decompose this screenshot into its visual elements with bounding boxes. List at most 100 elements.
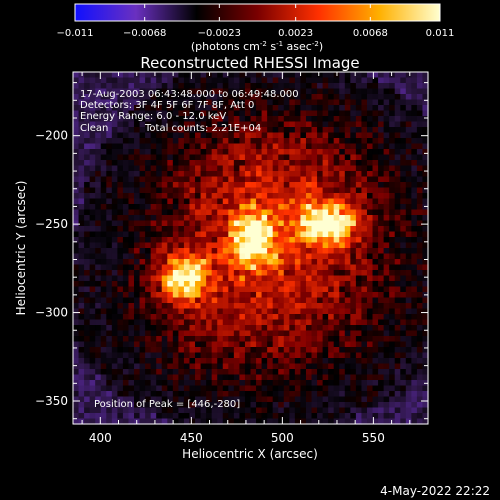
- heatmap-cell: [167, 94, 174, 101]
- heatmap-cell: [339, 182, 346, 189]
- heatmap-cell: [400, 352, 407, 359]
- heatmap-cell: [278, 99, 285, 106]
- heatmap-cell: [150, 270, 157, 277]
- heatmap-cell: [400, 204, 407, 211]
- heatmap-cell: [250, 138, 257, 145]
- heatmap-cell: [222, 187, 229, 194]
- heatmap-cell: [134, 270, 141, 277]
- heatmap-cell: [172, 303, 179, 310]
- heatmap-cell: [172, 314, 179, 321]
- heatmap-cell: [289, 215, 296, 222]
- heatmap-cell: [211, 402, 218, 409]
- heatmap-cell: [117, 330, 124, 337]
- heatmap-cell: [117, 72, 124, 79]
- heatmap-cell: [378, 303, 385, 310]
- heatmap-cell: [161, 72, 168, 79]
- heatmap-cell: [178, 275, 185, 282]
- heatmap-cell: [178, 121, 185, 128]
- heatmap-cell: [233, 143, 241, 150]
- heatmap-cell: [422, 391, 429, 398]
- heatmap-cell: [84, 220, 91, 227]
- heatmap-cell: [89, 369, 96, 376]
- heatmap-cell: [134, 391, 141, 398]
- heatmap-cell: [95, 231, 102, 238]
- heatmap-cell: [117, 198, 124, 205]
- heatmap-cell: [355, 292, 363, 299]
- heatmap-cell: [389, 154, 396, 161]
- heatmap-cell: [400, 314, 407, 321]
- heatmap-cell: [183, 138, 191, 145]
- heatmap-cell: [73, 127, 80, 134]
- heatmap-cell: [405, 292, 412, 299]
- heatmap-cell: [272, 116, 279, 123]
- heatmap-cell: [366, 413, 374, 420]
- heatmap-cell: [267, 259, 274, 266]
- heatmap-cell: [167, 319, 174, 326]
- heatmap-cell: [394, 176, 401, 183]
- heatmap-cell: [228, 281, 235, 288]
- heatmap-cell: [355, 253, 363, 260]
- heatmap-cell: [411, 72, 418, 79]
- heatmap-cell: [122, 297, 130, 304]
- heatmap-cell: [400, 413, 407, 420]
- heatmap-cell: [317, 347, 324, 354]
- heatmap-cell: [272, 220, 279, 227]
- heatmap-cell: [239, 385, 246, 392]
- heatmap-cell: [150, 248, 157, 255]
- heatmap-cell: [317, 231, 324, 238]
- heatmap-cell: [250, 391, 257, 398]
- heatmap-cell: [333, 402, 340, 409]
- heatmap-cell: [400, 402, 407, 409]
- heatmap-cell: [111, 83, 118, 90]
- heatmap-cell: [128, 413, 135, 420]
- heatmap-cell: [400, 385, 407, 392]
- heatmap-cell: [84, 149, 91, 156]
- heatmap-cell: [211, 193, 218, 200]
- heatmap-cell: [278, 88, 285, 95]
- heatmap-cell: [294, 176, 302, 183]
- heatmap-cell: [378, 138, 385, 145]
- heatmap-cell: [339, 264, 346, 271]
- heatmap-cell: [256, 138, 263, 145]
- heatmap-cell: [311, 330, 318, 337]
- heatmap-cell: [195, 154, 202, 161]
- heatmap-cell: [95, 209, 102, 216]
- heatmap-cell: [222, 154, 229, 161]
- heatmap-cell: [333, 275, 340, 282]
- heatmap-cell: [294, 77, 302, 84]
- heatmap-cell: [134, 380, 141, 387]
- heatmap-cell: [394, 374, 401, 381]
- heatmap-cell: [333, 127, 340, 134]
- heatmap-cell: [239, 292, 246, 299]
- heatmap-cell: [161, 121, 168, 128]
- heatmap-cell: [139, 248, 146, 255]
- heatmap-cell: [128, 143, 135, 150]
- heatmap-cell: [305, 374, 313, 381]
- heatmap-cell: [350, 341, 357, 348]
- heatmap-cell: [328, 314, 335, 321]
- heatmap-cell: [339, 275, 346, 282]
- heatmap-cell: [267, 347, 274, 354]
- heatmap-cell: [167, 242, 174, 249]
- heatmap-cell: [100, 204, 107, 211]
- heatmap-cell: [383, 198, 390, 205]
- heatmap-cell: [333, 160, 340, 167]
- heatmap-cell: [183, 369, 191, 376]
- heatmap-cell: [211, 116, 218, 123]
- heatmap-cell: [239, 215, 246, 222]
- heatmap-cell: [389, 116, 396, 123]
- heatmap-cell: [228, 138, 235, 145]
- heatmap-cell: [206, 83, 213, 90]
- heatmap-cell: [256, 358, 263, 365]
- heatmap-cell: [244, 253, 252, 260]
- heatmap-cell: [222, 281, 229, 288]
- heatmap-cell: [278, 132, 285, 139]
- heatmap-cell: [283, 121, 290, 128]
- heatmap-cell: [134, 402, 141, 409]
- heatmap-cell: [89, 330, 96, 337]
- heatmap-cell: [189, 226, 196, 233]
- heatmap-cell: [355, 231, 363, 238]
- heatmap-cell: [405, 94, 412, 101]
- heatmap-cell: [222, 88, 229, 95]
- heatmap-cell: [278, 149, 285, 156]
